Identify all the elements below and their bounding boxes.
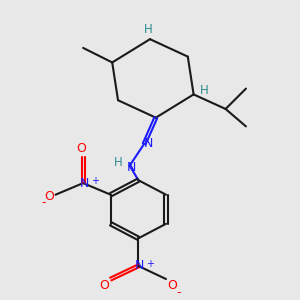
Text: N: N [135, 260, 145, 272]
Text: -: - [41, 196, 46, 209]
Text: O: O [167, 279, 177, 292]
Text: N: N [80, 177, 89, 190]
Text: H: H [200, 84, 209, 97]
Text: -: - [177, 286, 181, 298]
Text: H: H [144, 23, 153, 36]
Text: +: + [91, 176, 99, 186]
Text: H: H [114, 156, 123, 169]
Text: +: + [146, 259, 154, 269]
Text: N: N [144, 137, 153, 150]
Text: O: O [44, 190, 54, 203]
Text: O: O [99, 279, 109, 292]
Text: N: N [126, 160, 136, 174]
Text: O: O [77, 142, 87, 155]
